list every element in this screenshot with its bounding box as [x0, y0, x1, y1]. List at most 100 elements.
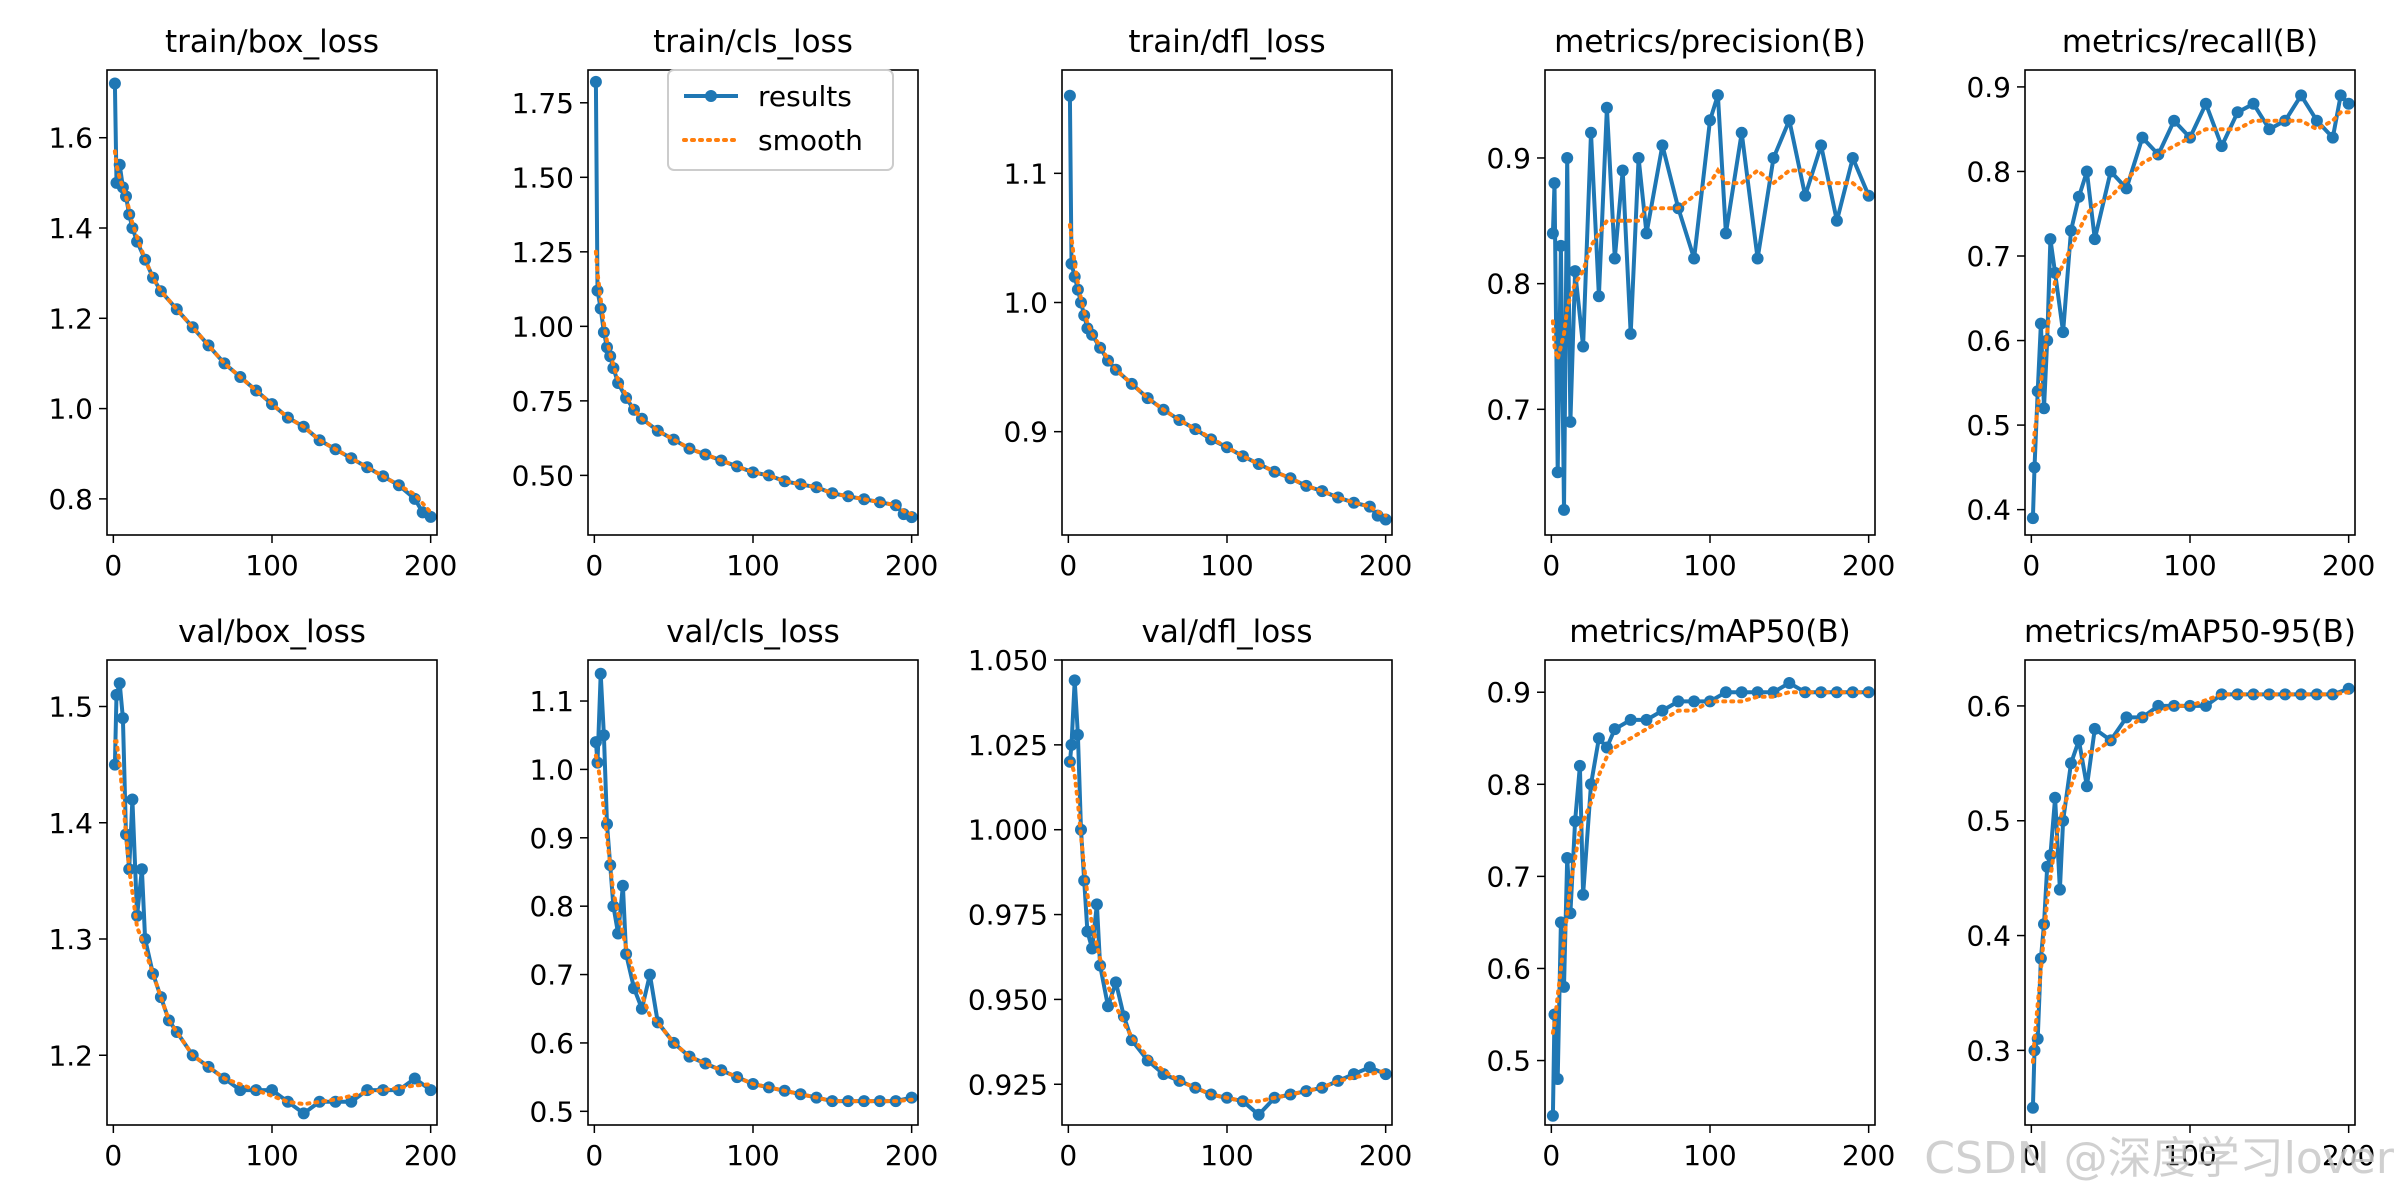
results-point — [2231, 106, 2244, 119]
results-point — [1624, 327, 1637, 340]
results-point — [616, 879, 629, 892]
y-tick-label: 1.050 — [968, 644, 1048, 677]
results-point — [108, 758, 121, 771]
y-tick-label: 0.7 — [1966, 240, 2011, 273]
y-tick-label: 1.2 — [48, 302, 93, 335]
x-tick-label: 100 — [2163, 549, 2216, 582]
y-tick-label: 1.2 — [48, 1039, 93, 1072]
results-point — [408, 1072, 421, 1085]
x-tick-label: 200 — [1842, 1139, 1895, 1172]
smooth-line — [1550, 690, 1871, 1035]
subplot-title: train/dfl_loss — [1128, 24, 1325, 60]
plot-frame — [1544, 659, 1876, 1126]
y-tick-label: 0.9 — [529, 822, 574, 855]
results-point — [1548, 177, 1561, 190]
results-point — [1109, 976, 1122, 989]
results-point — [110, 688, 123, 701]
x-tick-label: 0 — [1542, 1139, 1560, 1172]
legend-label: smooth — [758, 124, 863, 157]
results-line — [1550, 93, 1871, 512]
results-point — [116, 712, 129, 725]
results-point — [113, 677, 126, 690]
results-point — [1561, 852, 1574, 864]
results-point — [1081, 925, 1094, 938]
results-point — [597, 729, 610, 742]
results-point — [2136, 131, 2149, 144]
y-tick-label: 0.5 — [529, 1095, 574, 1128]
results-point — [1573, 759, 1586, 772]
x-tick-label: 100 — [1683, 549, 1736, 582]
x-tick-label: 100 — [726, 549, 779, 582]
plot-frame — [1061, 69, 1393, 536]
results-point — [424, 510, 437, 523]
smooth-line — [1550, 166, 1871, 360]
x-tick-label: 0 — [104, 549, 122, 582]
subplot-title: metrics/mAP50(B) — [1569, 614, 1850, 650]
y-tick-label: 1.0 — [529, 753, 574, 786]
plot-frame — [106, 69, 438, 536]
y-tick-label: 0.8 — [1486, 768, 1531, 801]
results-point — [1632, 152, 1645, 164]
results-point — [2168, 114, 2181, 127]
results-point — [1600, 101, 1613, 114]
subplot-title: val/cls_loss — [666, 614, 840, 650]
y-tick-label: 0.8 — [1486, 268, 1531, 301]
x-tick-label: 200 — [885, 1139, 938, 1172]
y-tick-label: 1.0 — [48, 393, 93, 426]
results-point — [1554, 239, 1567, 252]
x-tick-label: 0 — [585, 549, 603, 582]
results-point — [1585, 126, 1597, 139]
x-tick-label: 200 — [2322, 1139, 2375, 1172]
y-tick-label: 0.7 — [1486, 393, 1531, 426]
x-tick-label: 0 — [1059, 549, 1077, 582]
y-tick-label: 0.4 — [1966, 920, 2011, 953]
legend: results smooth — [667, 69, 894, 171]
results-point — [2088, 722, 2101, 735]
results-point — [2247, 97, 2260, 110]
y-tick-label: 0.75 — [512, 385, 574, 418]
results-point — [2104, 165, 2117, 178]
results-point — [1608, 252, 1621, 265]
results-point — [2053, 883, 2066, 896]
subplot-metrics-precision-b-: metrics/precision(B) 0 100 200 0.7 0.8 0.9 — [1486, 24, 1895, 582]
subplot-title: metrics/recall(B) — [2062, 24, 2318, 60]
results-point — [2334, 89, 2347, 102]
results-point — [2080, 165, 2093, 178]
results-line — [1550, 681, 1869, 1116]
y-tick-label: 0.5 — [1966, 805, 2011, 838]
results-point — [2049, 791, 2062, 804]
legend-marker — [705, 90, 717, 102]
results-point — [2199, 97, 2212, 110]
results-point — [313, 1095, 326, 1108]
results-point — [1640, 713, 1653, 726]
results-line — [1067, 95, 1387, 522]
smooth-line — [112, 739, 433, 1107]
results-point — [2310, 114, 2323, 127]
results-point — [1086, 942, 1099, 955]
results-point — [1577, 888, 1590, 901]
results-point — [2026, 512, 2039, 525]
results-point — [2038, 402, 2050, 415]
results-point — [1558, 503, 1570, 516]
results-point — [1688, 252, 1701, 265]
results-point — [2342, 97, 2355, 110]
results-point — [1799, 189, 1812, 202]
plot-frame — [1061, 659, 1393, 1126]
results-point — [1624, 713, 1637, 726]
results-point — [1252, 1108, 1265, 1121]
results-point — [2072, 734, 2085, 747]
y-tick-label: 1.4 — [48, 807, 93, 840]
results-point — [1656, 704, 1669, 717]
plot-frame — [1544, 69, 1876, 536]
results-point — [1551, 1073, 1564, 1085]
y-tick-label: 1.6 — [48, 122, 93, 155]
smooth-line — [2030, 690, 2351, 1064]
subplot-title: train/cls_loss — [653, 24, 853, 60]
results-point — [643, 968, 656, 981]
subplot-metrics-map50-b-: metrics/mAP50(B) 0 100 200 0.5 0.6 0.7 0.8 0.9 — [1486, 614, 1895, 1172]
results-point — [1719, 686, 1732, 699]
results-point — [1125, 1034, 1138, 1047]
results-point — [2263, 123, 2276, 136]
subplot-train-dfl-loss: train/dfl_loss 0 100 200 0.9 1.0 1.1 — [1003, 24, 1412, 582]
